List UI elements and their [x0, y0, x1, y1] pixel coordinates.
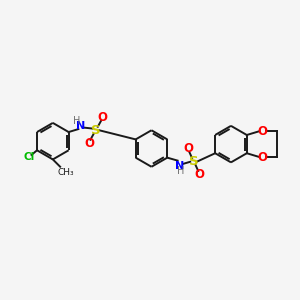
Text: O: O [183, 142, 193, 155]
Text: O: O [257, 125, 267, 138]
Text: N: N [175, 160, 184, 171]
Text: H: H [177, 166, 184, 176]
Text: N: N [76, 121, 85, 130]
Text: CH₃: CH₃ [57, 168, 74, 177]
Text: H: H [74, 116, 81, 126]
Text: O: O [97, 111, 107, 124]
Text: O: O [84, 137, 94, 150]
Text: O: O [194, 168, 204, 181]
Text: S: S [189, 155, 199, 168]
Text: O: O [257, 151, 267, 164]
Text: Cl: Cl [24, 152, 35, 162]
Text: S: S [91, 124, 100, 137]
